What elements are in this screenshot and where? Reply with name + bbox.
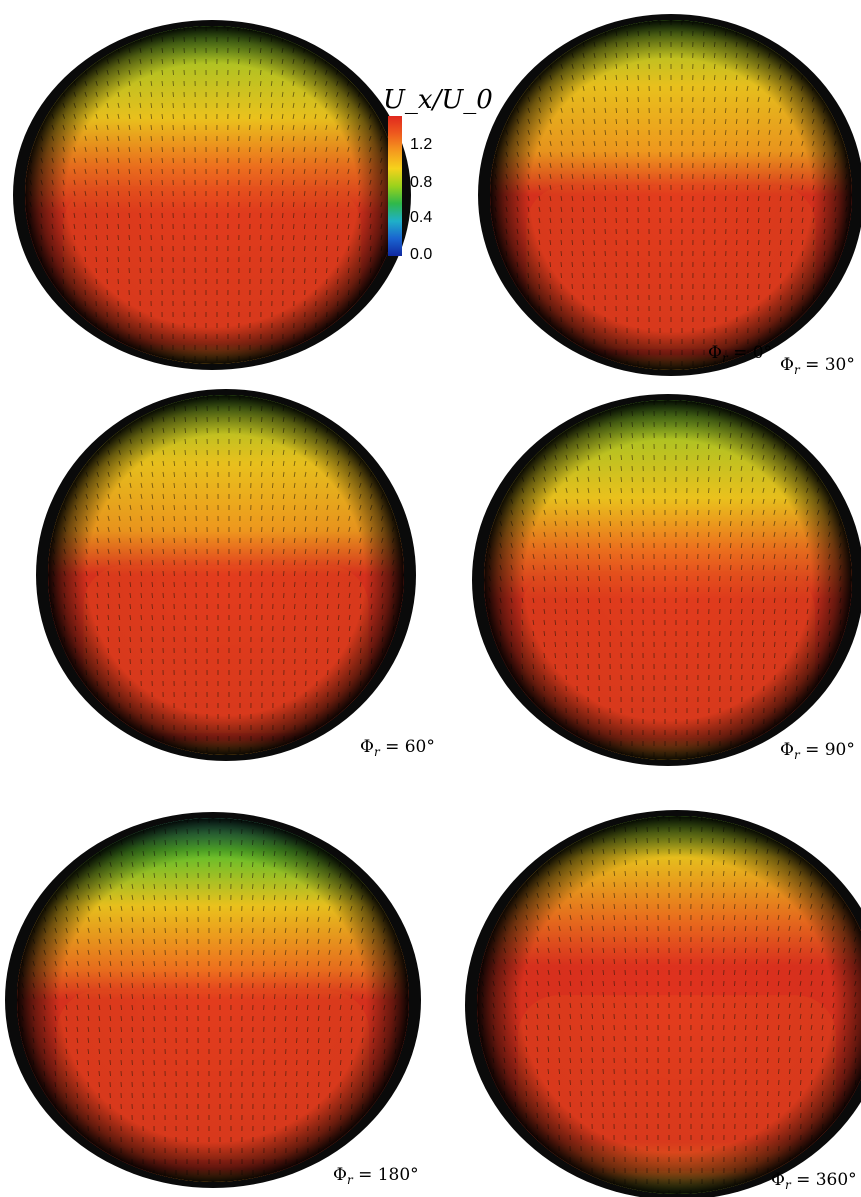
colorbar-tick: 0.8 [410, 174, 432, 191]
panel-phi-360 [465, 810, 861, 1197]
colorbar-gradient [388, 116, 402, 256]
velocity-contour [484, 400, 852, 760]
velocity-contour [48, 395, 404, 755]
panel-label-phi-0: Φr = 0° [708, 343, 772, 365]
panel-phi-90 [472, 394, 861, 766]
panel-phi-60 [36, 389, 416, 761]
colorbar-tick: 0.4 [410, 209, 432, 226]
panel-label-phi-90: Φr = 90° [780, 740, 855, 762]
velocity-contour [25, 26, 399, 364]
velocity-contour [17, 818, 409, 1182]
colorbar-tick: 1.2 [410, 136, 432, 153]
panel-label-phi-360: Φr = 360° [771, 1170, 857, 1192]
panel-phi-0 [13, 20, 411, 370]
panel-label-phi-180: Φr = 180° [333, 1165, 419, 1187]
panel-phi-180 [5, 812, 421, 1188]
velocity-contour [477, 816, 861, 1194]
colorbar-title: U_x/U_0 [383, 85, 493, 115]
velocity-contour [490, 20, 852, 370]
colorbar: U_x/U_0 1.2 0.8 0.4 0.0 [383, 85, 493, 263]
colorbar-tick: 0.0 [410, 246, 432, 263]
panel-label-phi-30: Φr = 30° [780, 355, 855, 377]
panel-label-phi-60: Φr = 60° [360, 737, 435, 759]
panel-phi-30 [478, 14, 861, 376]
